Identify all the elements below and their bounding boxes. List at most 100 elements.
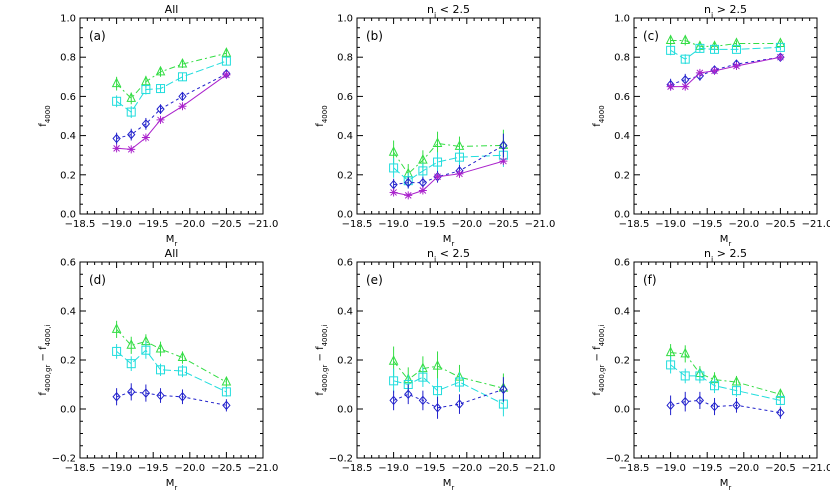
- data-point: [433, 157, 443, 167]
- data-point: [665, 34, 676, 45]
- x-axis-label-sub: r: [174, 240, 177, 248]
- data-point: [731, 44, 741, 54]
- y-tick-label: 0.6: [614, 258, 630, 269]
- y-tick-label: 0.2: [60, 170, 76, 181]
- y-axis-label-mid: − f: [315, 346, 326, 365]
- panel-title-main: n: [427, 247, 434, 260]
- data-point: [695, 68, 704, 77]
- x-tick-label: −19.0: [101, 463, 132, 474]
- y-tick-label: 0.8: [337, 53, 353, 64]
- data-point: [433, 403, 442, 413]
- series-line: [670, 352, 781, 395]
- x-tick-label: −20.0: [451, 463, 482, 474]
- series-cyan: [666, 356, 785, 406]
- y-tick-label: −0.2: [606, 454, 630, 465]
- data-point: [389, 376, 399, 386]
- series-line: [116, 52, 227, 100]
- data-point: [156, 365, 166, 375]
- data-point: [666, 45, 676, 55]
- data-point: [155, 342, 166, 353]
- x-tick-label: −18.5: [619, 463, 650, 474]
- y-tick-label: 0.6: [614, 92, 630, 103]
- data-point: [433, 172, 442, 181]
- data-point: [680, 34, 691, 45]
- data-point: [221, 56, 231, 66]
- series-line: [670, 399, 781, 414]
- series-line: [393, 376, 504, 405]
- data-point: [111, 77, 122, 88]
- x-tick-label: −18.5: [65, 219, 96, 230]
- y-axis-label: f4000,gr − f4000,i: [315, 324, 329, 395]
- plot-frame: [356, 17, 541, 215]
- data-point: [388, 355, 399, 365]
- y-tick-label: 0.2: [614, 356, 630, 367]
- x-tick-label: −20.5: [765, 219, 796, 230]
- x-tick-label: −19.5: [138, 219, 169, 230]
- series-cyan: [389, 143, 508, 189]
- y-tick-label: 0.8: [614, 53, 630, 64]
- data-point: [499, 384, 508, 395]
- y-tick-label: 0.2: [60, 356, 76, 367]
- data-point: [178, 91, 187, 102]
- y-tick-label: 0.4: [337, 307, 353, 318]
- x-tick-label: −21.0: [802, 219, 830, 230]
- data-point: [418, 166, 428, 176]
- series-line: [393, 154, 504, 182]
- series-magenta: [112, 70, 231, 154]
- y-axis-label: f4000: [315, 105, 329, 126]
- y-tick-label: −0.2: [329, 454, 353, 465]
- x-tick-label: −19.5: [692, 463, 723, 474]
- data-point: [665, 346, 676, 357]
- y-tick-label: 0.4: [614, 131, 630, 142]
- data-point: [112, 133, 121, 144]
- series-line: [393, 160, 504, 196]
- y-tick-label: 0.6: [337, 258, 353, 269]
- y-axis-label-sub: 4000: [44, 105, 52, 123]
- data-point: [178, 102, 187, 111]
- x-axis-label-sub: r: [174, 484, 177, 492]
- data-point: [221, 387, 231, 397]
- panel-c: −18.5 −19.0 −19.5 −20.0 −20.5 −21.0 0.0 0.2 0.4 0…: [592, 3, 830, 248]
- data-point: [433, 386, 443, 396]
- series-magenta: [389, 157, 508, 200]
- y-tick-label: −0.2: [52, 454, 76, 465]
- series-line: [116, 74, 227, 150]
- data-point: [141, 133, 150, 142]
- y-axis-label-main: f: [592, 392, 603, 396]
- data-point: [499, 157, 508, 166]
- y-tick-label: 0.2: [614, 170, 630, 181]
- y-tick-label: 1.0: [337, 14, 353, 25]
- x-tick-label: −20.5: [488, 463, 519, 474]
- y-tick-label: 0.0: [337, 405, 353, 416]
- data-point: [156, 104, 165, 114]
- data-point: [127, 387, 136, 397]
- y-axis-label-main: f: [592, 123, 603, 127]
- y-axis-label: f4000: [592, 105, 606, 126]
- series-blue: [389, 377, 508, 419]
- series-cyan: [666, 42, 785, 65]
- x-tick-label: −21.0: [525, 463, 556, 474]
- panel-title: ni < 2.5: [427, 247, 470, 264]
- data-point: [666, 400, 675, 411]
- panel-b: −18.5 −19.0 −19.5 −20.0 −20.5 −21.0 0.0 0.2 0.4 0…: [315, 3, 555, 248]
- data-point: [222, 70, 231, 79]
- x-axis-label: Mr: [443, 234, 455, 248]
- series-line: [116, 329, 227, 383]
- data-point: [710, 381, 720, 391]
- data-point: [178, 391, 187, 402]
- plot-frame: [633, 17, 818, 215]
- panel-title: ni > 2.5: [704, 247, 747, 264]
- x-axis-label-main: M: [443, 478, 452, 489]
- panel-d: −18.5 −19.0 −19.5 −20.0 −20.5 −21.0 −0.2 0.0 0.2…: [38, 247, 278, 492]
- x-tick-label: −19.5: [415, 463, 446, 474]
- y-axis-label-mid: − f: [592, 346, 603, 365]
- x-tick-label: −19.0: [378, 219, 409, 230]
- data-point: [388, 146, 399, 156]
- x-axis-label: Mr: [443, 478, 455, 492]
- x-axis-label-main: M: [443, 234, 452, 245]
- panel-e: −18.5 −19.0 −19.5 −20.0 −20.5 −21.0 −0.2 0.0 0.2…: [315, 247, 555, 492]
- panel-title-rest: < 2.5: [436, 3, 470, 16]
- series-green: [111, 47, 232, 105]
- series-line: [116, 60, 227, 113]
- panel-title: All: [165, 247, 179, 260]
